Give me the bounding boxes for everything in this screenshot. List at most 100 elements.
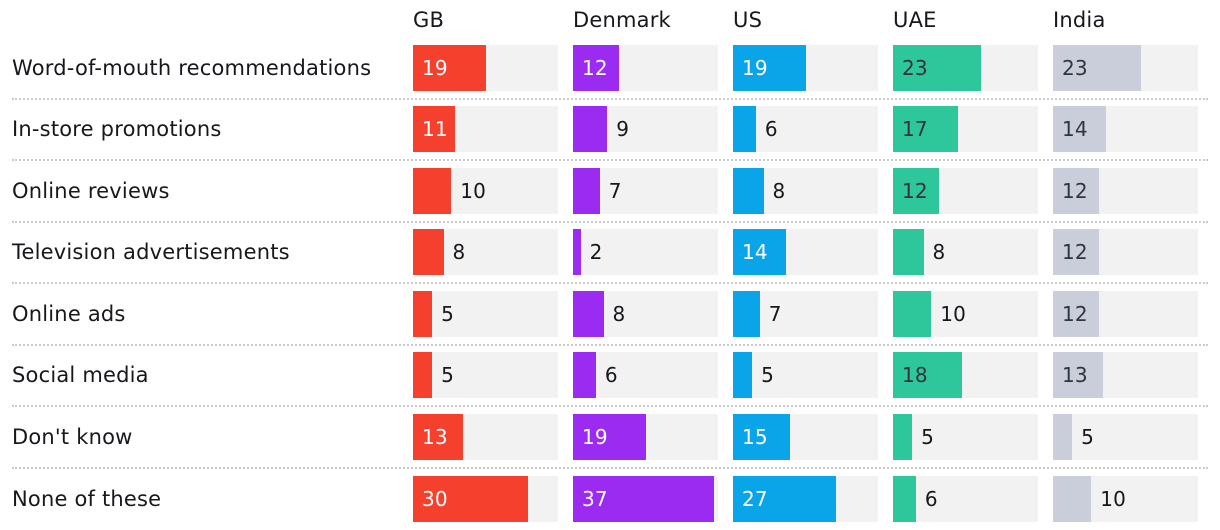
bar-cell-denmark: 12 [573, 44, 733, 91]
bar-fill: 37 [573, 476, 715, 523]
bar-fill: 14 [733, 229, 787, 276]
category-label: In-store promotions [12, 117, 222, 142]
bar-track: 8 [413, 229, 558, 276]
bar-fill [733, 106, 756, 153]
bar-track: 5 [413, 352, 558, 399]
bar-fill [893, 476, 916, 523]
bar-track: 6 [573, 352, 718, 399]
bar-track: 19 [733, 44, 878, 91]
table-row: In-store promotions 11 9 6 17 14 [12, 100, 1208, 161]
bar-cell-gb: 5 [413, 352, 573, 399]
category-label: Online reviews [12, 178, 170, 203]
bar-fill: 17 [893, 106, 958, 153]
bar-cell-uae: 10 [893, 290, 1053, 337]
bar-track: 5 [733, 352, 878, 399]
bar-fill: 27 [733, 476, 836, 523]
bar-fill: 11 [413, 106, 455, 153]
bar-cell-denmark: 7 [573, 167, 733, 214]
value-label: 37 [582, 487, 608, 512]
value-label: 5 [441, 301, 455, 326]
bar-cell-uae: 5 [893, 413, 1053, 460]
bar-cell-us: 8 [733, 167, 893, 214]
bar-cell-india: 12 [1053, 290, 1213, 337]
bar-cell-uae: 23 [893, 44, 1053, 91]
category-label: Online ads [12, 301, 126, 326]
bar-cell-denmark: 8 [573, 290, 733, 337]
bar-cell-uae: 17 [893, 106, 1053, 153]
bar-track: 12 [893, 167, 1038, 214]
bar-track: 15 [733, 413, 878, 460]
bar-fill: 23 [1053, 44, 1141, 91]
value-label: 15 [742, 424, 768, 449]
bar-fill [573, 352, 596, 399]
bar-cell-gb: 5 [413, 290, 573, 337]
bar-cell-denmark: 2 [573, 229, 733, 276]
value-label: 5 [761, 363, 775, 388]
value-label: 12 [1062, 301, 1088, 326]
bar-cell-gb: 11 [413, 106, 573, 153]
bar-cell-us: 7 [733, 290, 893, 337]
bar-track: 18 [893, 352, 1038, 399]
bar-cell-india: 12 [1053, 229, 1213, 276]
value-label: 10 [940, 301, 967, 326]
bar-fill: 12 [893, 167, 939, 214]
bar-fill: 19 [573, 413, 646, 460]
bar-cell-gb: 19 [413, 44, 573, 91]
bar-cell-uae: 12 [893, 167, 1053, 214]
bar-fill [413, 352, 433, 399]
bar-track: 11 [413, 106, 558, 153]
bar-fill [733, 167, 764, 214]
bar-track: 27 [733, 476, 878, 523]
value-label: 19 [582, 424, 608, 449]
bar-fill [573, 290, 604, 337]
bar-cell-india: 12 [1053, 167, 1213, 214]
bar-cell-india: 13 [1053, 352, 1213, 399]
value-label: 9 [616, 117, 630, 142]
bar-track: 2 [573, 229, 718, 276]
bar-track: 12 [573, 44, 718, 91]
bar-cell-india: 5 [1053, 413, 1213, 460]
bar-track: 12 [1053, 290, 1198, 337]
bar-fill [733, 290, 760, 337]
bar-track: 14 [733, 229, 878, 276]
chart-rows: Word-of-mouth recommendations 19 12 19 23 23 I… [12, 38, 1208, 530]
bar-track: 5 [893, 413, 1038, 460]
value-label: 12 [582, 55, 608, 80]
value-label: 6 [604, 363, 618, 388]
column-header-uae: UAE [893, 8, 937, 32]
value-label: 19 [422, 55, 448, 80]
bar-fill [573, 167, 600, 214]
bar-fill: 12 [1053, 229, 1099, 276]
bar-cell-denmark: 9 [573, 106, 733, 153]
category-label: None of these [12, 487, 162, 512]
bar-track: 37 [573, 476, 718, 523]
bar-fill [413, 167, 452, 214]
bar-track: 8 [573, 290, 718, 337]
table-row: Online reviews 10 7 8 12 12 [12, 161, 1208, 223]
bar-track: 12 [1053, 167, 1198, 214]
bar-track: 14 [1053, 106, 1198, 153]
bar-cell-india: 14 [1053, 106, 1213, 153]
bar-track: 8 [733, 167, 878, 214]
value-label: 30 [422, 487, 448, 512]
value-label: 12 [902, 178, 928, 203]
bar-track: 13 [1053, 352, 1198, 399]
bar-cell-gb: 8 [413, 229, 573, 276]
category-label: Don't know [12, 424, 133, 449]
bar-fill: 12 [1053, 290, 1099, 337]
bar-track: 12 [1053, 229, 1198, 276]
bar-fill: 12 [573, 44, 619, 91]
value-label: 7 [768, 301, 782, 326]
table-row: Don't know 13 19 15 5 5 [12, 407, 1208, 469]
value-label: 8 [772, 178, 786, 203]
bar-track: 19 [573, 413, 718, 460]
bar-track: 23 [893, 44, 1038, 91]
value-label: 12 [1062, 240, 1088, 265]
category-label: Social media [12, 363, 149, 388]
bar-track: 10 [1053, 476, 1198, 523]
value-label: 8 [452, 240, 466, 265]
bar-fill [413, 290, 433, 337]
bar-cell-uae: 8 [893, 229, 1053, 276]
bar-cell-uae: 18 [893, 352, 1053, 399]
